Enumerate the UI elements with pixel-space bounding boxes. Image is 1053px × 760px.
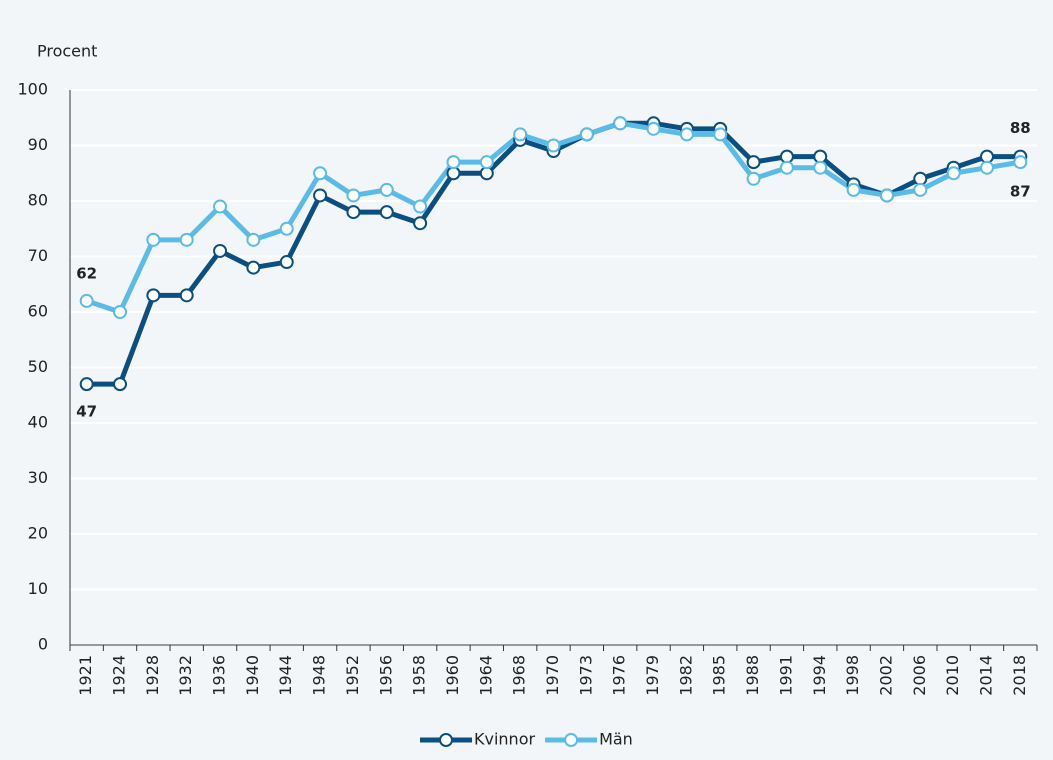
y-axis-label: Procent — [37, 42, 97, 61]
point — [746, 155, 761, 170]
x-tick-label: 1956 — [376, 655, 395, 696]
x-tick-label: 1960 — [443, 655, 462, 696]
point — [246, 260, 261, 275]
x-tick-label: 1964 — [476, 655, 495, 696]
x-tick-label: 1948 — [310, 655, 329, 696]
y-tick-label: 80 — [28, 191, 48, 210]
data-label: 87 — [1010, 183, 1031, 201]
x-tick-label: 1932 — [176, 655, 195, 696]
point — [846, 182, 861, 197]
x-tick-label: 2002 — [876, 655, 895, 696]
x-tick-label: 2010 — [943, 655, 962, 696]
y-tick-label: 20 — [28, 524, 48, 543]
point — [213, 199, 228, 214]
x-tick-label: 1998 — [843, 655, 862, 696]
x-tick-label: 1988 — [743, 655, 762, 696]
point — [346, 205, 361, 220]
x-tick-label: 1985 — [710, 655, 729, 696]
legend-marker — [439, 733, 453, 747]
x-tick-label: 2014 — [976, 655, 995, 696]
x-tick-label: 1991 — [776, 655, 795, 696]
point — [479, 155, 494, 170]
point — [579, 127, 594, 142]
point — [546, 138, 561, 153]
y-tick-label: 0 — [38, 635, 48, 654]
y-tick-label: 60 — [28, 302, 48, 321]
point — [946, 166, 961, 181]
y-tick-label: 100 — [17, 80, 48, 99]
point — [179, 288, 194, 303]
point — [113, 377, 128, 392]
point — [413, 216, 428, 231]
x-tick-label: 1924 — [110, 655, 129, 696]
y-tick-label: 10 — [28, 579, 48, 598]
y-tick-label: 90 — [28, 135, 48, 154]
x-tick-label: 2018 — [1010, 655, 1029, 696]
point — [679, 127, 694, 142]
x-tick-label: 1968 — [510, 655, 529, 696]
point — [746, 171, 761, 186]
point — [113, 305, 128, 319]
point — [779, 160, 794, 175]
point — [913, 182, 928, 197]
point — [179, 232, 194, 247]
x-tick-label: 1976 — [610, 655, 629, 696]
point — [613, 116, 628, 131]
x-tick-label: 1982 — [676, 655, 695, 696]
x-tick-label: 1940 — [243, 655, 262, 696]
x-tick-label: 1958 — [410, 655, 429, 696]
y-tick-label: 50 — [28, 357, 48, 376]
point — [1013, 155, 1028, 170]
x-tick-label: 1921 — [76, 655, 95, 696]
data-label: 62 — [76, 264, 97, 282]
point — [79, 293, 94, 308]
point — [513, 127, 528, 142]
point — [713, 127, 728, 142]
data-label: 88 — [1010, 119, 1031, 137]
point — [346, 188, 361, 203]
x-tick-label: 1973 — [576, 655, 595, 696]
point — [646, 121, 661, 136]
point — [379, 182, 394, 197]
point — [279, 221, 294, 236]
point — [446, 155, 461, 170]
point — [813, 160, 828, 175]
x-tick-label: 1979 — [643, 655, 662, 696]
legend-label: Män — [599, 730, 633, 749]
point — [146, 288, 161, 303]
point — [313, 166, 328, 181]
legend-label: Kvinnor — [474, 730, 535, 749]
data-label: 47 — [76, 403, 97, 421]
x-tick-label: 1944 — [276, 655, 295, 696]
point — [246, 232, 261, 247]
y-tick-label: 30 — [28, 468, 48, 487]
point — [146, 232, 161, 247]
point — [879, 188, 894, 203]
point — [279, 255, 294, 270]
x-tick-label: 1970 — [543, 655, 562, 696]
point — [379, 205, 394, 220]
x-tick-label: 1936 — [210, 655, 229, 696]
y-tick-label: 40 — [28, 413, 48, 432]
point — [979, 160, 994, 175]
point — [79, 377, 94, 392]
x-tick-label: 2006 — [910, 655, 929, 696]
legend-marker — [564, 733, 579, 747]
x-tick-label: 1928 — [143, 655, 162, 696]
y-tick-label: 70 — [28, 246, 48, 265]
point — [413, 199, 428, 214]
x-tick-label: 1952 — [343, 655, 362, 696]
point — [313, 188, 328, 203]
x-tick-label: 1994 — [810, 655, 829, 696]
point — [213, 243, 228, 258]
